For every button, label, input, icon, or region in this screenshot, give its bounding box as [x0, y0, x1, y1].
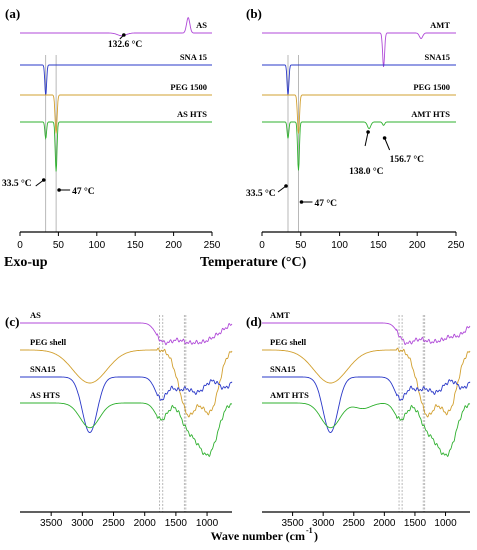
- x-tick-label: 2000: [373, 518, 396, 529]
- panel-a: (a) AS SNA 15 PEG 1500 AS HTS 0 50 100 150 200 250…: [2, 6, 221, 251]
- series-label: PEG 1500: [413, 82, 450, 92]
- annotation-label: 156.7 °C: [390, 154, 425, 165]
- x-tick-label: 1500: [165, 518, 188, 529]
- x-tick-label: 250: [204, 240, 221, 251]
- series-line-peg-shell: [20, 347, 233, 418]
- series-line-amt-hts: [262, 121, 456, 171]
- annotation-label: 47 °C: [314, 198, 337, 209]
- series-line-sna15: [262, 376, 471, 433]
- annotation-arrowhead: [382, 136, 387, 140]
- series-line-sna-15: [20, 64, 212, 96]
- panel-label-a: (a): [5, 6, 20, 21]
- series-label: PEG shell: [30, 337, 67, 347]
- x-tick-label: 0: [259, 240, 265, 251]
- wavenumber-axis-close: ): [314, 529, 318, 543]
- annotation-label: 132.6 °C: [108, 39, 143, 50]
- annotation-arrow: [384, 137, 391, 151]
- annotation-arrowhead: [284, 184, 288, 188]
- series-line-as-hts: [20, 402, 233, 458]
- series-line-peg-1500: [262, 94, 456, 134]
- panel-label-b: (b): [246, 6, 262, 21]
- x-tick-label: 1500: [404, 518, 427, 529]
- series-label: AS: [196, 20, 207, 30]
- annotation-arrowhead: [122, 33, 126, 37]
- annotation-label: 33.5 °C: [246, 188, 276, 199]
- x-tick-label: 3500: [40, 518, 63, 529]
- series-line-as: [20, 322, 233, 346]
- series-line-amt: [262, 32, 456, 67]
- temperature-axis-label: Temperature (°C): [200, 255, 307, 270]
- series-line-amt: [262, 322, 471, 346]
- x-tick-label: 100: [88, 240, 105, 251]
- series-line-as: [20, 16, 212, 37]
- x-tick-label: 3500: [281, 518, 304, 529]
- x-tick-label: 2500: [343, 518, 366, 529]
- wavenumber-axis-label: Wave number (cm: [211, 529, 305, 543]
- x-tick-label: 2500: [102, 518, 125, 529]
- series-label: SNA15: [270, 364, 296, 374]
- x-tick-label: 150: [127, 240, 144, 251]
- x-tick-label: 1000: [434, 518, 457, 529]
- annotation-label: 138.0 °C: [349, 166, 384, 177]
- series-label: AMT: [430, 20, 450, 30]
- x-tick-label: 250: [448, 240, 465, 251]
- series-label: AS HTS: [177, 109, 207, 119]
- annotation-arrowhead: [41, 178, 46, 182]
- series-line-peg-shell: [262, 347, 471, 418]
- series-line-amt-hts: [262, 402, 471, 458]
- series-label: PEG shell: [270, 337, 307, 347]
- wavenumber-axis-superscript: -1: [306, 526, 313, 535]
- x-tick-label: 0: [17, 240, 23, 251]
- panel-c: (c) AS PEG shell SNA15 AS HTS 3500 3000 2500 200…: [5, 310, 233, 529]
- series-label: AMT: [270, 310, 290, 320]
- panel-d: (d) AMT PEG shell SNA15 AMT HTS 3500 3000 2500 2…: [246, 310, 471, 529]
- series-line-sna15: [20, 376, 233, 433]
- series-label: PEG 1500: [170, 82, 207, 92]
- x-tick-label: 50: [295, 240, 307, 251]
- panel-b: (b) AMT SNA15 PEG 1500 AMT HTS 0 50 100 150 200 25…: [246, 6, 465, 251]
- series-label: SNA15: [424, 52, 450, 62]
- x-tick-label: 200: [409, 240, 426, 251]
- series-label: SNA 15: [180, 52, 207, 62]
- annotation-label: 33.5 °C: [2, 178, 32, 189]
- x-tick-label: 3000: [71, 518, 94, 529]
- series-label: AS HTS: [30, 390, 60, 400]
- series-line-sna15: [262, 64, 456, 96]
- annotation-arrow: [364, 131, 369, 147]
- annotation-arrowhead: [57, 188, 61, 192]
- annotation-label: 47 °C: [72, 186, 95, 197]
- x-tick-label: 3000: [312, 518, 335, 529]
- series-label: AMT HTS: [411, 109, 450, 119]
- x-tick-label: 50: [53, 240, 65, 251]
- series-label: AMT HTS: [270, 390, 309, 400]
- x-tick-label: 100: [331, 240, 348, 251]
- x-tick-label: 1000: [196, 518, 219, 529]
- x-tick-label: 2000: [134, 518, 157, 529]
- series-line-peg-1500: [20, 94, 212, 134]
- annotation-arrowhead: [299, 200, 304, 204]
- series-line-as-hts: [20, 121, 212, 172]
- annotation-arrowhead: [366, 130, 370, 134]
- panel-label-d: (d): [246, 314, 262, 329]
- x-tick-label: 200: [165, 240, 182, 251]
- x-tick-label: 150: [370, 240, 387, 251]
- exo-up-label: Exo-up: [4, 255, 48, 270]
- series-label: AS: [30, 310, 41, 320]
- series-label: SNA15: [30, 364, 56, 374]
- panel-label-c: (c): [5, 314, 19, 329]
